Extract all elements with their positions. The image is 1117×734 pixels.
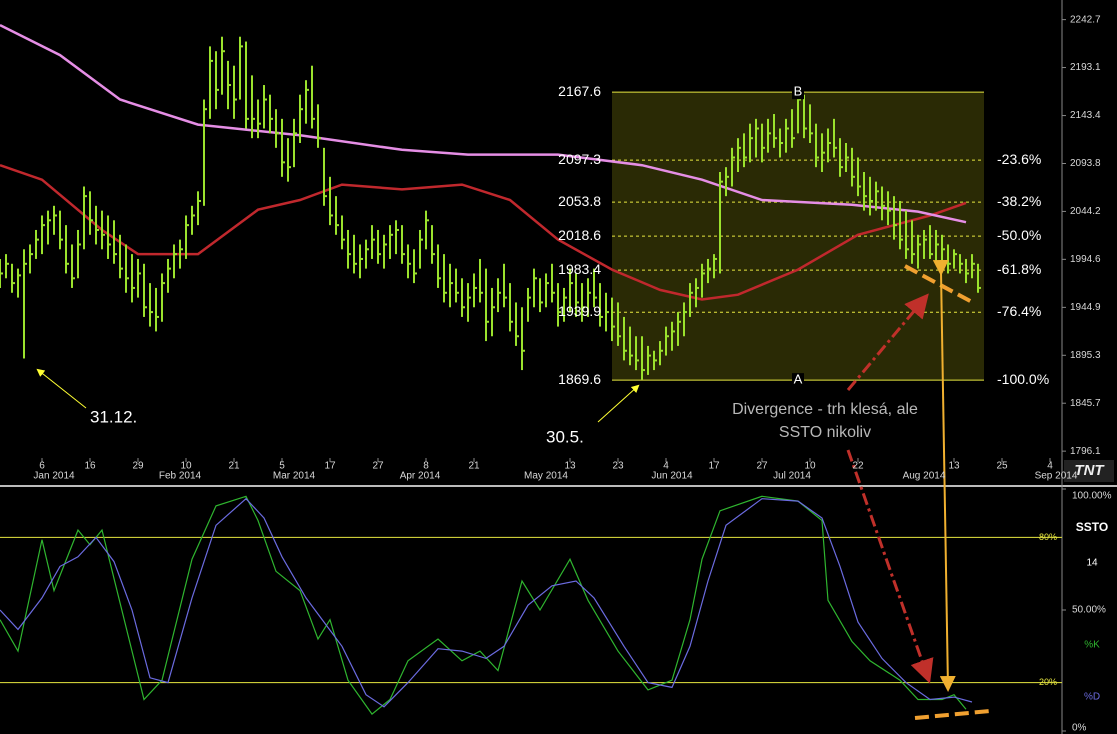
fib-price-label: 1983.4 [558, 261, 601, 277]
annotation: 30.5. [546, 427, 584, 446]
indicator-title: SSTO [1076, 520, 1108, 534]
fib-price-label: 1939.9 [558, 303, 601, 319]
x-tick-label: 13 [564, 461, 576, 472]
fib-price-label: 2167.6 [558, 83, 601, 99]
logo-box [1064, 460, 1114, 482]
y-tick-label: 2093.8 [1070, 158, 1101, 169]
annotation: SSTO nikoliv [779, 424, 871, 441]
arrow [846, 293, 929, 391]
month-label: Apr 2014 [400, 471, 441, 482]
fib-ratio-label: -76.4% [997, 303, 1041, 319]
y-tick-label: 1796.1 [1070, 446, 1101, 457]
x-tick-label: 5 [279, 461, 285, 472]
fib-price-label: 1869.6 [558, 371, 601, 387]
indicator-period: 14 [1086, 558, 1098, 569]
x-tick-label: 21 [228, 461, 240, 472]
arrow [846, 449, 934, 684]
fib-price-label: 2053.8 [558, 193, 601, 209]
arrow [597, 384, 640, 423]
fib-price-label: 2097.3 [558, 151, 601, 167]
x-tick-label: 17 [708, 461, 720, 472]
fib-ratio-label: -100.0% [997, 371, 1049, 387]
x-tick-label: 13 [948, 461, 960, 472]
x-axis-strip [0, 458, 1062, 486]
fib-point: B [794, 84, 803, 99]
y-tick-label: 1845.7 [1070, 398, 1101, 409]
x-tick-label: 22 [852, 461, 864, 472]
moving-average [0, 23, 967, 224]
oscillator-line [0, 495, 967, 715]
y-tick-label: 1994.6 [1070, 254, 1101, 265]
moving-average [0, 164, 967, 301]
x-tick-label: 6 [39, 461, 45, 472]
y-tick-label: 2143.4 [1070, 110, 1101, 121]
month-label: May 2014 [524, 471, 568, 482]
level-label: 80% [1039, 532, 1057, 542]
y-tick-label: 50.00% [1072, 605, 1106, 616]
y-tick-label: 2242.7 [1070, 14, 1101, 25]
fib-ratio-label: -38.2% [997, 193, 1041, 209]
x-tick-label: 4 [1047, 461, 1053, 472]
month-label: Jan 2014 [33, 471, 75, 482]
annotation: 31.12. [90, 407, 137, 426]
annotation: Divergence - trh klesá, ale [732, 401, 918, 418]
x-tick-label: 23 [612, 461, 624, 472]
fib-price-label: 2018.6 [558, 227, 601, 243]
fib-ratio-label: -50.0% [997, 227, 1041, 243]
y-tick-label: 1944.9 [1070, 302, 1101, 313]
month-label: Jul 2014 [773, 471, 811, 482]
x-tick-label: 25 [996, 461, 1008, 472]
trend-line [904, 264, 973, 304]
legend-entry: %K [1084, 640, 1100, 651]
fib-point-box [792, 85, 804, 100]
x-tick-label: 16 [84, 461, 96, 472]
x-tick-label: 17 [324, 461, 336, 472]
fib-ratio-label: -61.8% [997, 261, 1041, 277]
month-label: Sep 2014 [1035, 471, 1078, 482]
y-tick-label: 1895.3 [1070, 350, 1101, 361]
fib-point: A [794, 372, 803, 387]
level-label: 20% [1039, 677, 1057, 687]
arrow [36, 368, 87, 409]
x-tick-label: 29 [132, 461, 144, 472]
x-tick-label: 4 [663, 461, 669, 472]
x-tick-label: 10 [180, 461, 192, 472]
y-tick-label: 2044.2 [1070, 206, 1101, 217]
x-tick-label: 10 [804, 461, 816, 472]
month-label: Jun 2014 [651, 471, 693, 482]
x-tick-label: 8 [423, 461, 429, 472]
logo: TNT [1074, 462, 1105, 479]
fib-point-box [792, 373, 804, 388]
oscillator-panel: 80% 20% [0, 495, 1062, 715]
month-label: Feb 2014 [159, 471, 202, 482]
x-tick-label: 21 [468, 461, 480, 472]
fib-ratio-label: -23.6% [997, 151, 1041, 167]
y-tick-label: 0% [1072, 723, 1087, 734]
price-panel: 2167.6 2097.3 -23.6% 2053.8 -38.2% 2018.6 -50.… [0, 23, 1049, 388]
legend-entry: %D [1084, 692, 1100, 703]
y-tick-label: 2193.1 [1070, 62, 1101, 73]
oscillator-line [0, 497, 973, 708]
arrow [932, 259, 956, 692]
y-tick-label: 100.00% [1072, 491, 1112, 502]
trend-line [914, 709, 991, 720]
month-label: Mar 2014 [273, 471, 316, 482]
month-label: Aug 2014 [903, 471, 946, 482]
x-tick-label: 27 [372, 461, 384, 472]
x-tick-label: 27 [756, 461, 768, 472]
